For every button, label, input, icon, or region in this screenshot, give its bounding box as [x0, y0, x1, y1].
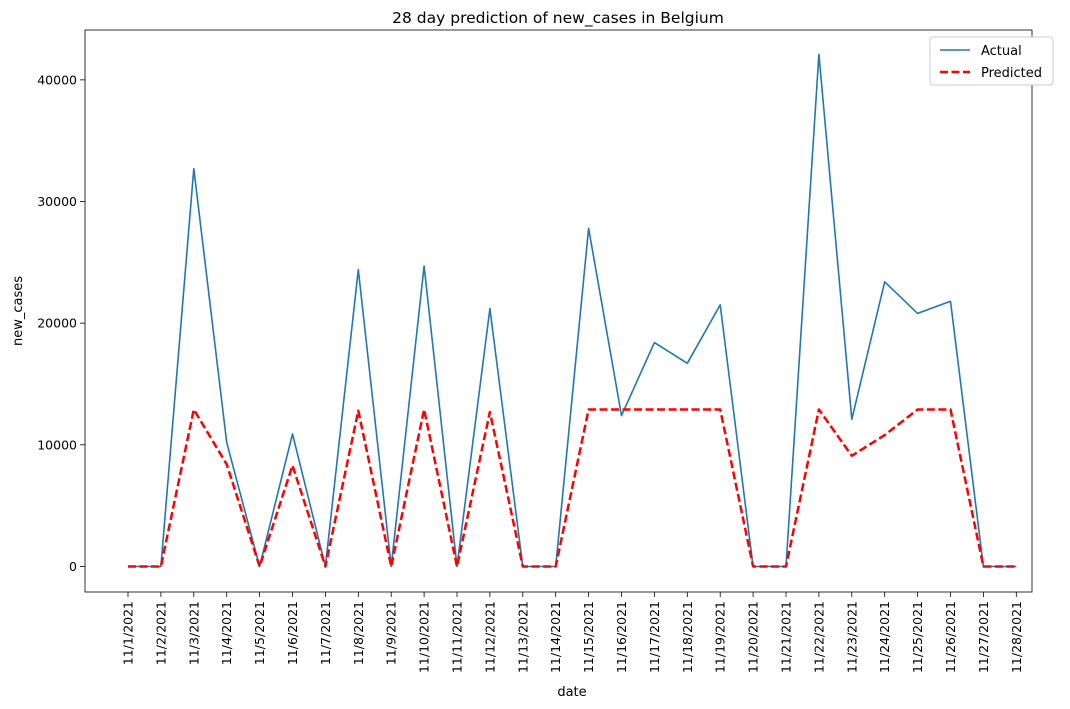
x-tick-label: 11/16/2021: [614, 601, 629, 673]
x-tick-label: 11/10/2021: [417, 601, 432, 673]
x-tick-label: 11/3/2021: [186, 601, 201, 665]
x-tick-label: 11/17/2021: [647, 601, 662, 673]
x-tick-label: 11/9/2021: [384, 601, 399, 665]
x-tick-label: 11/8/2021: [351, 601, 366, 665]
x-tick-label: 11/22/2021: [811, 601, 826, 673]
series-line-actual: [128, 53, 1017, 568]
x-tick-label: 11/20/2021: [746, 601, 761, 673]
x-tick-label: 11/19/2021: [713, 601, 728, 673]
x-tick-label: 11/7/2021: [318, 601, 333, 665]
x-tick-label: 11/15/2021: [581, 601, 596, 673]
x-tick-label: 11/12/2021: [482, 601, 497, 673]
x-axis: 11/1/2021 11/2/2021 11/3/2021 11/4/2021 11/5…: [121, 592, 1024, 673]
legend-actual-label: Actual: [981, 44, 1022, 59]
x-tick-label: 11/11/2021: [450, 601, 465, 673]
x-axis-title: date: [557, 685, 586, 700]
x-tick-label: 11/14/2021: [548, 601, 563, 673]
series-line-predicted: [128, 408, 1017, 568]
y-tick-label: 10000: [37, 437, 77, 452]
x-tick-label: 11/21/2021: [779, 601, 794, 673]
x-tick-label: 11/23/2021: [844, 601, 859, 673]
y-axis: 0 10000 20000 30000 40000: [37, 72, 85, 574]
x-tick-label: 11/18/2021: [680, 601, 695, 673]
legend-box: [929, 36, 1054, 86]
x-tick-label: 11/24/2021: [877, 601, 892, 673]
x-tick-label: 11/27/2021: [976, 601, 991, 673]
y-tick-label: 20000: [37, 316, 77, 331]
x-tick-label: 11/6/2021: [285, 601, 300, 665]
x-tick-label: 11/5/2021: [252, 601, 267, 665]
x-tick-label: 11/26/2021: [943, 601, 958, 673]
legend-predicted-label: Predicted: [981, 66, 1042, 81]
chart-title: 28 day prediction of new_cases in Belgiu…: [392, 9, 724, 28]
y-axis-title: new_cases: [11, 276, 26, 346]
x-tick-label: 11/25/2021: [910, 601, 925, 673]
x-tick-label: 11/28/2021: [1009, 601, 1024, 673]
plot-area: [84, 29, 1033, 593]
x-tick-label: 11/2/2021: [153, 601, 168, 665]
x-tick-label: 11/13/2021: [515, 601, 530, 673]
y-tick-label: 30000: [37, 194, 77, 209]
x-tick-label: 11/4/2021: [219, 601, 234, 665]
y-tick-label: 0: [69, 559, 77, 574]
x-tick-label: 11/1/2021: [121, 601, 136, 665]
legend: Actual Predicted: [929, 36, 1054, 86]
y-tick-label: 40000: [37, 72, 77, 87]
series-layer: [128, 53, 1017, 568]
